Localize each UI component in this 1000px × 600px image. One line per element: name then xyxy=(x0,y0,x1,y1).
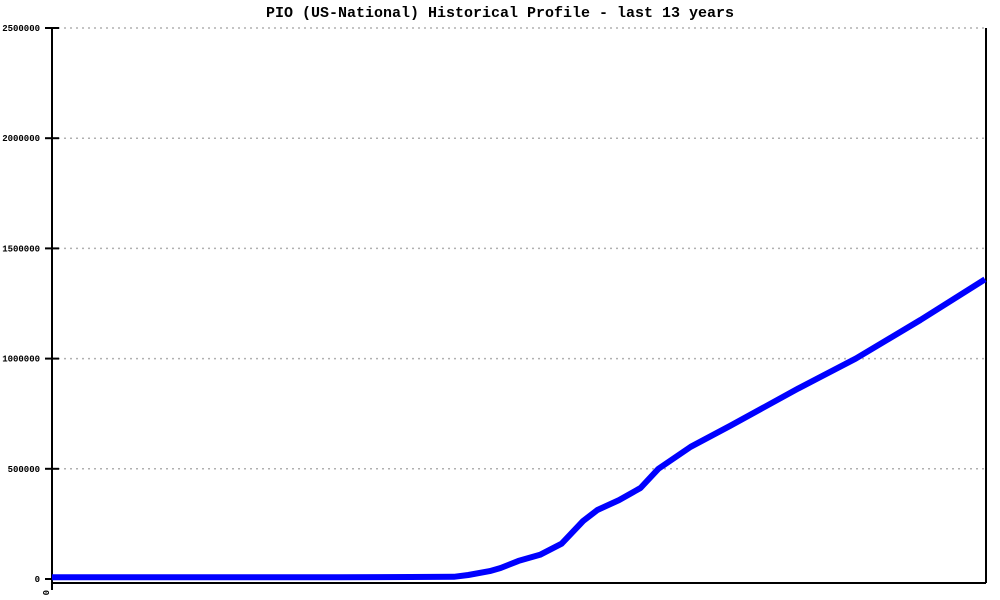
y-tick-label: 2000000 xyxy=(2,134,40,144)
y-tick-label: 1500000 xyxy=(2,244,40,254)
y-tick-label: 0 xyxy=(35,575,40,585)
y-tick-label: 2500000 xyxy=(2,24,40,34)
data-line xyxy=(52,276,987,581)
x-tick-label: 0 xyxy=(40,590,50,595)
y-tick-label: 1000000 xyxy=(2,355,40,365)
chart-title: PIO (US-National) Historical Profile - l… xyxy=(265,5,735,22)
y-tick-label: 500000 xyxy=(8,465,40,475)
